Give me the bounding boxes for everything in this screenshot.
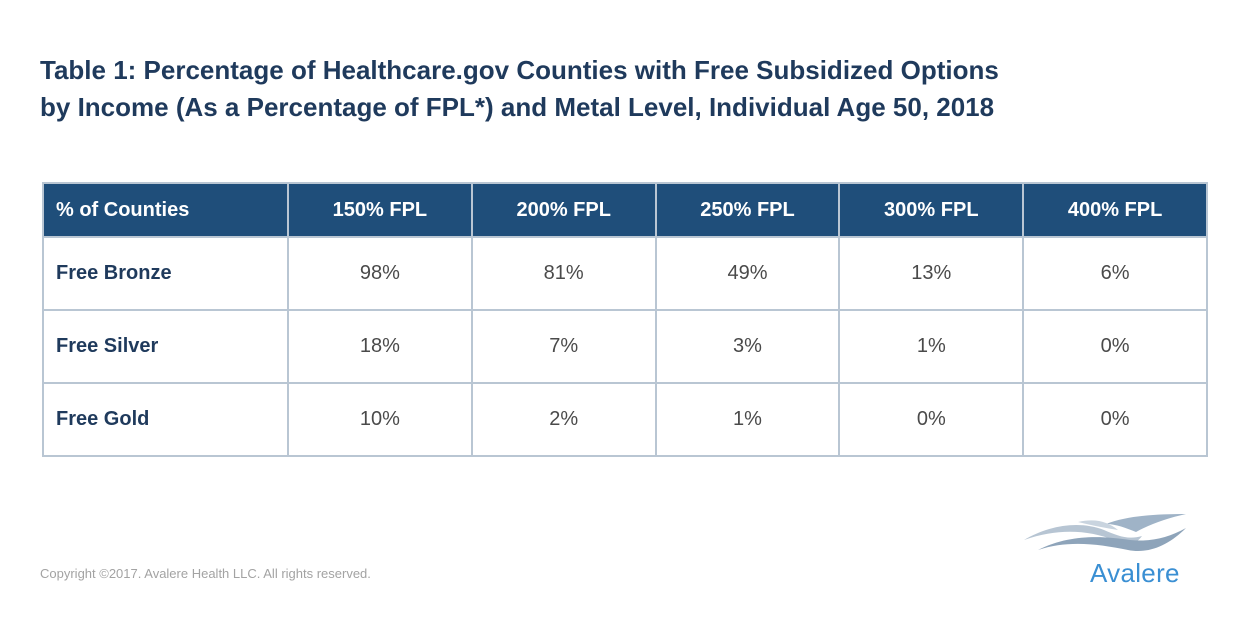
chart-title-line-2: by Income (As a Percentage of FPL*) and … xyxy=(40,92,995,122)
table-cell: 2% xyxy=(470,382,657,457)
avalere-logo: Avalere xyxy=(1018,510,1208,590)
table-cell: 98% xyxy=(287,236,473,311)
row-label-free-silver: Free Silver xyxy=(42,309,289,384)
column-header-250-fpl: 250% FPL xyxy=(654,182,841,238)
row-label-free-bronze: Free Bronze xyxy=(42,236,289,311)
table-cell: 1% xyxy=(654,382,841,457)
row-label-free-gold: Free Gold xyxy=(42,382,289,457)
table-cell: 3% xyxy=(654,309,841,384)
table-cell: 0% xyxy=(838,382,1025,457)
table-cell: 7% xyxy=(470,309,657,384)
column-header-150-fpl: 150% FPL xyxy=(287,182,473,238)
table-cell: 0% xyxy=(1022,382,1208,457)
avalere-wave-logo-icon xyxy=(1024,514,1186,552)
table-row-free-gold: Free Gold 10% 2% 1% 0% 0% xyxy=(42,382,1208,457)
column-header-200-fpl: 200% FPL xyxy=(470,182,657,238)
table-cell: 49% xyxy=(654,236,841,311)
table-row-free-silver: Free Silver 18% 7% 3% 1% 0% xyxy=(42,309,1208,384)
copyright-footer: Copyright ©2017. Avalere Health LLC. All… xyxy=(40,566,371,581)
avalere-logo-text: Avalere xyxy=(1090,558,1180,588)
table-row-free-bronze: Free Bronze 98% 81% 49% 13% 6% xyxy=(42,236,1208,311)
table-cell: 1% xyxy=(838,309,1025,384)
table-cell: 18% xyxy=(287,309,473,384)
table-cell: 81% xyxy=(470,236,657,311)
column-header-400-fpl: 400% FPL xyxy=(1022,182,1208,238)
chart-title: Table 1: Percentage of Healthcare.gov Co… xyxy=(40,52,1230,126)
table-cell: 13% xyxy=(838,236,1025,311)
chart-title-line-1: Table 1: Percentage of Healthcare.gov Co… xyxy=(40,55,999,85)
table-cell: 10% xyxy=(287,382,473,457)
column-header-300-fpl: 300% FPL xyxy=(838,182,1025,238)
column-header-counties: % of Counties xyxy=(42,182,289,238)
data-table: % of Counties 150% FPL 200% FPL 250% FPL… xyxy=(42,182,1208,457)
table-cell: 6% xyxy=(1022,236,1208,311)
table-cell: 0% xyxy=(1022,309,1208,384)
table-header-row: % of Counties 150% FPL 200% FPL 250% FPL… xyxy=(42,182,1208,238)
